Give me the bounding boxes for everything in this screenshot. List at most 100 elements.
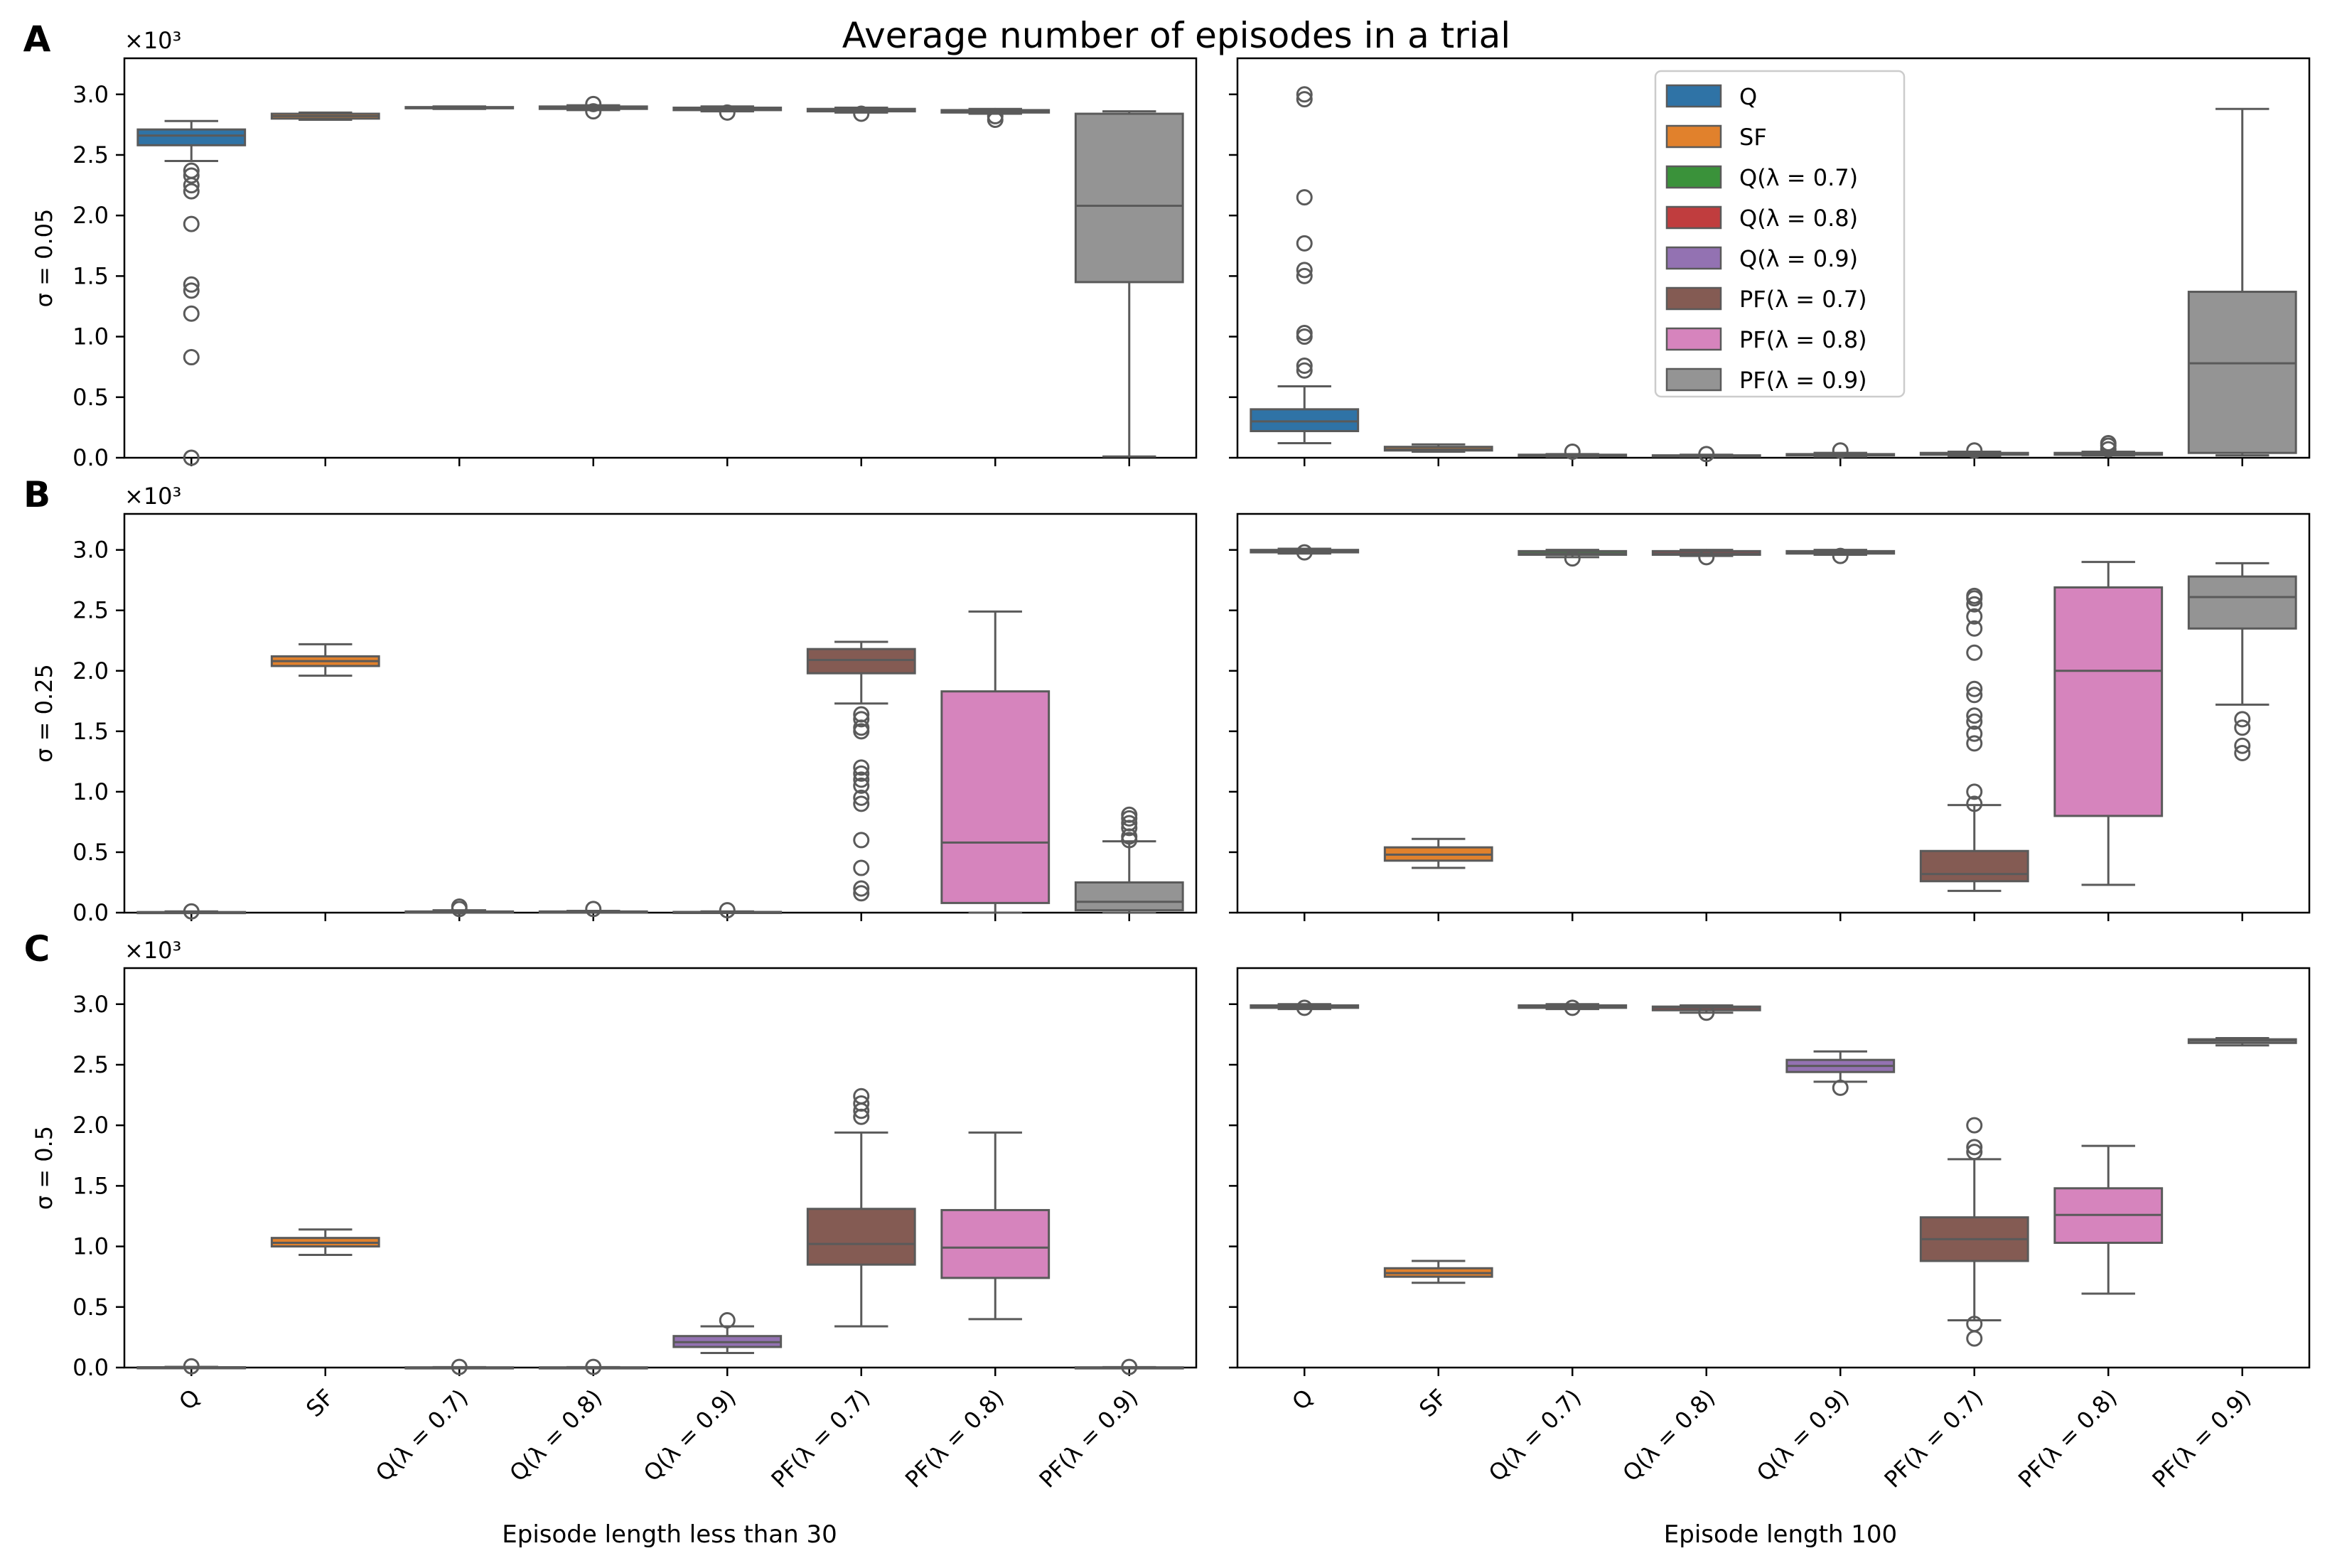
outlier-point xyxy=(1296,362,1313,379)
outlier-point xyxy=(1966,596,1983,613)
panel-3-2: Q SF Q(λ = 0.7) Q(λ = 0.8) Q(λ = 0.9) PF(λ = … xyxy=(1229,967,2311,1493)
outlier-point xyxy=(1296,91,1313,108)
x-tick-label: Q xyxy=(1287,1384,1318,1416)
box-Q(λ = 0.9): Q(λ = 0.9) xyxy=(1751,1050,1896,1487)
outlier-point xyxy=(853,105,870,122)
axes-frame xyxy=(1236,512,2311,914)
outlier-point xyxy=(987,112,1004,129)
y-tick-label: 3.0 xyxy=(72,537,109,564)
x-tick-label: PF(λ = 0.8) xyxy=(900,1384,1009,1493)
outlier-point xyxy=(1121,1358,1138,1375)
box-Q(λ = 0.9) xyxy=(672,902,783,921)
y-tick-label: 3.0 xyxy=(72,991,109,1018)
outlier-point xyxy=(1296,189,1313,206)
outlier-point xyxy=(1832,1079,1849,1096)
box-PF(λ = 0.8): PF(λ = 0.8) xyxy=(900,1131,1051,1493)
outlier-point xyxy=(719,1312,736,1329)
box-Q(λ = 0.8) xyxy=(538,901,648,921)
outlier-point xyxy=(853,1088,870,1105)
box-Q: Q xyxy=(136,1358,247,1416)
outlier-point xyxy=(1966,1144,1983,1161)
outlier-point xyxy=(1296,262,1313,279)
x-axis-label-right: Episode length 100 xyxy=(1664,1520,1897,1549)
box-PF(λ = 0.7): PF(λ = 0.7) xyxy=(766,1088,916,1493)
box-Q(λ = 0.8) xyxy=(1651,549,1761,921)
box-iqr xyxy=(806,1208,916,1266)
outlier-point xyxy=(183,183,200,200)
box-iqr xyxy=(806,648,916,675)
box-PF(λ = 0.9) xyxy=(2187,107,2297,466)
box-iqr xyxy=(2187,575,2297,630)
box-iqr xyxy=(1919,849,2029,883)
box-Q xyxy=(136,119,247,466)
x-tick-label: Q xyxy=(173,1384,205,1416)
x-tick-label: PF(λ = 0.9) xyxy=(2147,1384,2257,1493)
outlier-point xyxy=(853,723,870,740)
box-PF(λ = 0.7) xyxy=(806,105,916,466)
box-PF(λ = 0.7) xyxy=(806,640,916,921)
outlier-point xyxy=(585,901,602,918)
legend: Q SF Q(λ = 0.7) Q(λ = 0.8) Q(λ = 0.9) PF(λ = … xyxy=(1654,70,1906,398)
box-Q xyxy=(1250,544,1360,921)
outlier-point xyxy=(183,305,200,322)
axes-frame xyxy=(123,512,1198,914)
outlier-point xyxy=(1832,442,1849,459)
outlier-point xyxy=(853,789,870,806)
y-tick-label: 2.0 xyxy=(72,202,109,229)
box-PF(λ = 0.9): PF(λ = 0.9) xyxy=(2147,1036,2297,1493)
outlier-point xyxy=(183,215,200,232)
outlier-point xyxy=(1121,815,1138,832)
y-tick-label: 2.0 xyxy=(72,1112,109,1139)
box-PF(λ = 0.9) xyxy=(2187,562,2297,921)
legend-label: PF(λ = 0.7) xyxy=(1739,286,1867,313)
y-tick-label: 2.5 xyxy=(72,141,109,168)
box-iqr xyxy=(940,690,1051,904)
y-tick-label: 1.0 xyxy=(72,778,109,805)
x-tick-label: Q(λ = 0.7) xyxy=(370,1384,473,1487)
box-SF: SF xyxy=(270,1228,380,1422)
row-label: σ = 0.25 xyxy=(31,664,58,763)
outlier-point xyxy=(853,765,870,782)
legend-swatch xyxy=(1665,327,1722,351)
box-PF(λ = 0.8): PF(λ = 0.8) xyxy=(2013,1144,2164,1493)
box-PF(λ = 0.8) xyxy=(2053,561,2164,921)
outlier-point xyxy=(853,759,870,776)
outlier-point xyxy=(1966,795,1983,812)
legend-swatch xyxy=(1665,124,1722,149)
box-Q(λ = 0.9) xyxy=(1785,547,1896,921)
y-tick-label: 1.0 xyxy=(72,323,109,350)
panels: 0.0 0.5 1.0 1.5 2.0 2.5 3.0 ×10³ σ = 0.05 A 0.0 0.5… xyxy=(23,18,2311,1493)
y-tick-label: 2.5 xyxy=(72,1051,109,1078)
box-Q: Q xyxy=(1250,999,1360,1416)
box-Q(λ = 0.8): Q(λ = 0.8) xyxy=(504,1358,648,1487)
outlier-point xyxy=(853,885,870,902)
outlier-point xyxy=(853,777,870,794)
outlier-point xyxy=(1296,544,1313,561)
box-Q(λ = 0.7): Q(λ = 0.7) xyxy=(1483,999,1628,1487)
y-tick-label: 0.5 xyxy=(72,384,109,411)
legend-swatch xyxy=(1665,84,1722,108)
outlier-point xyxy=(1966,587,1983,604)
outlier-point xyxy=(451,1358,468,1375)
box-Q(λ = 0.8): Q(λ = 0.8) xyxy=(1617,1004,1761,1487)
box-Q(λ = 0.7): Q(λ = 0.7) xyxy=(370,1358,515,1487)
box-Q(λ = 0.7) xyxy=(1518,549,1628,921)
box-iqr xyxy=(1074,112,1184,284)
y-tick-label: 0.0 xyxy=(72,899,109,926)
box-Q xyxy=(136,903,247,921)
box-PF(λ = 0.8) xyxy=(940,107,1051,466)
outlier-point xyxy=(853,832,870,849)
box-iqr xyxy=(940,1208,1051,1279)
box-iqr xyxy=(136,128,247,146)
outlier-point xyxy=(853,771,870,788)
outlier-point xyxy=(1564,550,1581,567)
box-Q xyxy=(1250,86,1360,466)
panel-1-1: 0.0 0.5 1.0 1.5 2.0 2.5 3.0 ×10³ σ = 0.05 A xyxy=(23,18,1198,471)
outlier-point xyxy=(2100,435,2117,452)
y-multiplier: ×10³ xyxy=(124,937,181,964)
outlier-point xyxy=(1966,620,1983,637)
outlier-point xyxy=(1966,1330,1983,1347)
outlier-point xyxy=(1121,806,1138,823)
box-PF(λ = 0.8) xyxy=(940,610,1051,921)
